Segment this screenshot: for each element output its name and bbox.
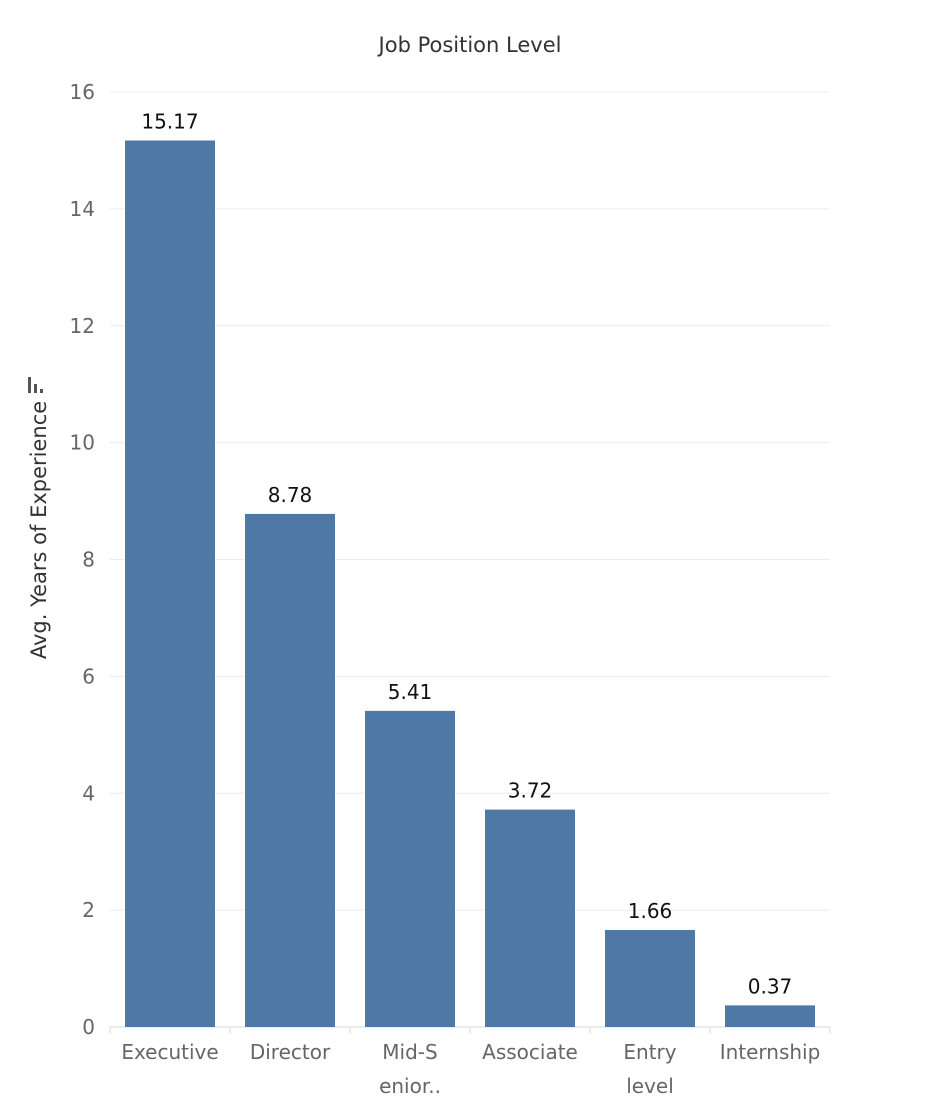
x-tick-label: Associate <box>482 1040 578 1064</box>
bar[interactable] <box>365 710 455 1027</box>
x-tick-label: level <box>626 1074 674 1098</box>
data-label: 3.72 <box>508 779 553 803</box>
bar[interactable] <box>605 929 695 1027</box>
y-axis-label: Avg. Years of Experience <box>27 401 51 659</box>
x-tick-label: Entry <box>623 1040 676 1064</box>
y-tick-label: 6 <box>82 664 95 688</box>
data-label: 5.41 <box>388 680 433 704</box>
sort-icon[interactable] <box>28 377 43 393</box>
data-label: 8.78 <box>268 483 313 507</box>
y-tick-label: 12 <box>70 314 95 338</box>
bars <box>125 140 815 1028</box>
y-tick-label: 16 <box>70 80 95 104</box>
y-tick-label: 4 <box>82 781 95 805</box>
data-label: 15.17 <box>141 110 198 134</box>
chart-title: Job Position Level <box>377 33 562 57</box>
bar[interactable] <box>245 513 335 1027</box>
y-tick-label: 8 <box>82 548 95 572</box>
x-tick-label: Executive <box>121 1040 218 1064</box>
y-tick-label: 14 <box>70 197 95 221</box>
bar[interactable] <box>485 809 575 1027</box>
y-axis-ticks: 0 2 4 6 8 10 12 14 16 <box>70 80 95 1039</box>
bar[interactable] <box>125 140 215 1028</box>
grid <box>110 91 830 1028</box>
data-labels: 15.17 8.78 5.41 3.72 1.66 0.37 <box>141 110 792 999</box>
x-tick-label: Director <box>250 1040 331 1064</box>
y-tick-label: 10 <box>70 431 95 455</box>
x-axis-ticks: Executive Director Mid-S enior.. Associate En… <box>109 1027 831 1098</box>
bar[interactable] <box>725 1005 815 1027</box>
x-tick-label: Internship <box>720 1040 821 1064</box>
y-tick-label: 2 <box>82 898 95 922</box>
x-tick-label: enior.. <box>379 1074 441 1098</box>
x-tick-label: Mid-S <box>382 1040 437 1064</box>
data-label: 1.66 <box>628 899 673 923</box>
data-label: 0.37 <box>748 974 793 998</box>
y-tick-label: 0 <box>82 1015 95 1039</box>
